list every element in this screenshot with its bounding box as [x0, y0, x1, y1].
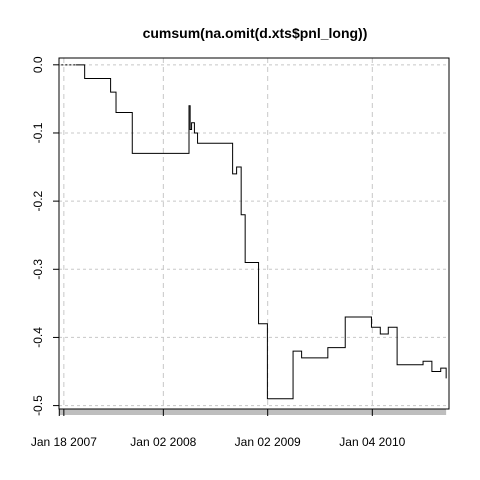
x-tick-label: Jan 02 2009 — [235, 435, 301, 449]
x-tick-label: Jan 04 2010 — [339, 435, 405, 449]
grid — [59, 58, 449, 409]
y-tick-label: -0.5 — [31, 395, 45, 416]
y-tick-label: 0.0 — [31, 56, 45, 73]
y-tick-label: -0.1 — [31, 122, 45, 143]
y-tick-label: -0.3 — [31, 259, 45, 280]
chart-title: cumsum(na.omit(d.xts$pnl_long)) — [143, 25, 368, 41]
y-tick-label: -0.4 — [31, 327, 45, 348]
x-tick-label: Jan 18 2007 — [31, 435, 97, 449]
y-axis: 0.0 -0.1 -0.2 -0.3 -0.4 -0.5 — [31, 56, 59, 416]
plot-frame — [58, 57, 450, 410]
x-tick-label: Jan 02 2008 — [130, 435, 196, 449]
x-axis-band — [59, 409, 447, 415]
series-layer — [59, 64, 447, 400]
y-tick-label: -0.2 — [31, 190, 45, 211]
x-axis: Jan 18 2007 Jan 02 2008 Jan 02 2009 Jan 04 … — [31, 408, 447, 449]
series-line — [59, 64, 447, 400]
